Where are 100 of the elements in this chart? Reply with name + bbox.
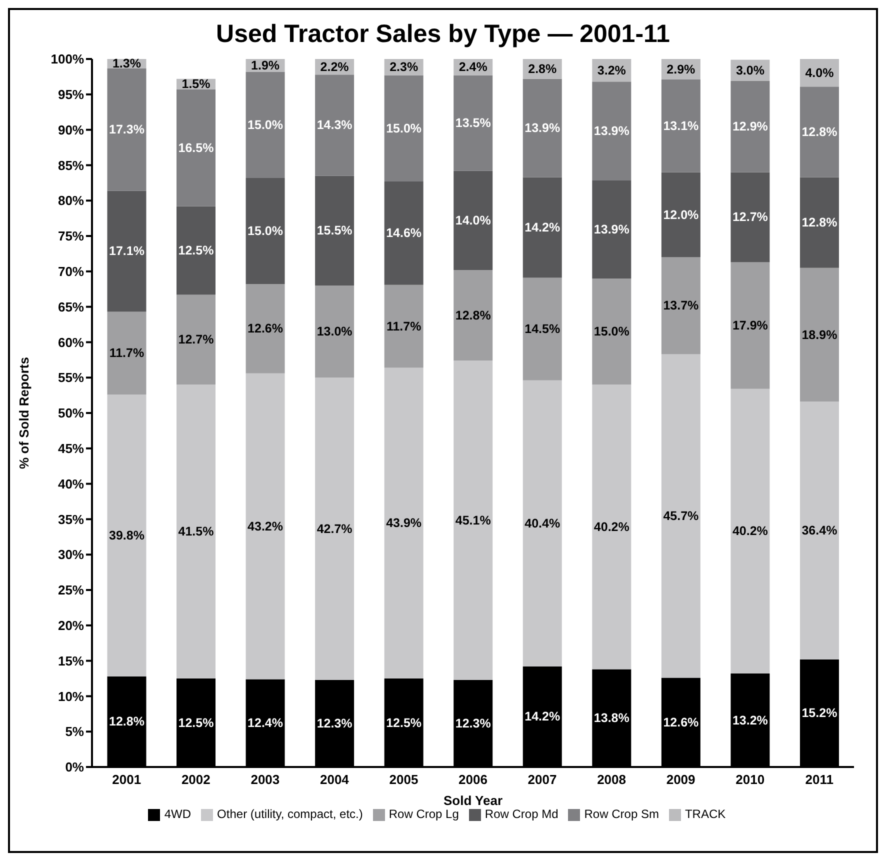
data-label: 12.5% [178,244,214,258]
data-label: 3.0% [736,63,764,78]
bar [454,270,493,361]
legend-label: 4WD [164,807,192,821]
data-label: 2.8% [528,62,557,76]
x-tick-label: 2011 [805,772,834,788]
y-tick-label: 35% [58,512,84,527]
data-label: 14.2% [524,220,560,235]
data-label: 43.9% [386,516,422,530]
x-tick-label: 2007 [528,772,557,788]
bar [315,74,354,176]
bar [384,181,424,285]
bar [384,75,424,182]
data-label: 12.8% [455,308,491,322]
data-label: 12.6% [248,322,284,336]
bar [454,75,493,171]
y-tick-label: 10% [58,688,84,704]
data-label: 12.3% [455,716,491,730]
data-label: 17.1% [109,244,144,258]
y-tick-label: 65% [58,299,84,314]
bar [800,86,839,178]
data-label: 15.5% [316,224,352,238]
y-tick-label: 95% [58,87,84,102]
bar [730,262,770,389]
bar [315,286,354,378]
y-tick-label: 15% [58,653,84,668]
x-axis-title: Sold Year [443,793,503,808]
bar [176,206,216,295]
y-tick-label: 40% [58,476,84,492]
data-label: 45.1% [455,513,491,528]
bar [661,172,700,258]
y-axis-title: % of Sold Reports [16,357,32,469]
data-label: 12.8% [802,216,838,230]
bar [730,172,770,262]
x-tick-label: 2006 [458,772,488,788]
bar [661,354,700,678]
data-label: 15.0% [386,121,422,136]
data-label: 42.7% [316,522,352,536]
data-label: 40.4% [524,516,560,530]
data-label: 16.5% [178,140,214,155]
data-label: 17.3% [109,122,144,136]
data-label: 2.3% [390,60,418,74]
data-label: 2.4% [458,60,488,74]
bar [246,284,285,374]
data-label: 12.5% [386,716,422,730]
data-label: 14.0% [455,213,491,228]
data-label: 45.7% [663,509,699,524]
y-tick-label: 30% [58,547,84,562]
data-label: 15.0% [594,324,630,339]
y-tick-label: 5% [65,724,84,740]
y-tick-label: 20% [58,618,84,634]
y-tick-label: 60% [58,334,84,350]
data-label: 14.5% [524,322,560,336]
x-tick-label: 2010 [736,772,765,788]
bar [592,82,632,180]
data-label: 12.5% [178,716,214,730]
data-label: 13.8% [594,711,630,726]
data-label: 4.0% [805,66,834,80]
legend-label: Row Crop Lg [388,807,459,821]
bar [522,78,562,178]
bar [522,278,562,380]
bar [315,176,354,286]
bar [246,72,285,178]
data-label: 13.9% [594,222,630,236]
bar [800,402,839,660]
data-label: 12.4% [248,716,284,730]
x-tick-label: 2001 [112,772,142,788]
data-label: 18.9% [802,328,838,342]
bar [454,360,493,680]
data-label: 14.6% [386,226,422,240]
x-tick-label: 2009 [666,772,696,788]
data-label: 13.9% [524,121,560,136]
bar [661,80,700,172]
bar [522,380,562,666]
chart-title: Used Tractor Sales by Type — 2001-11 [215,20,671,49]
data-label: 12.7% [178,332,214,347]
x-tick-label: 2005 [389,772,418,788]
data-label: 12.3% [316,716,352,730]
data-label: 17.9% [732,318,768,333]
y-tick-label: 75% [58,228,84,244]
data-label: 1.5% [182,77,210,92]
data-label: 40.2% [732,524,768,538]
data-label: 11.7% [386,319,422,334]
x-tick-label: 2004 [320,772,350,788]
data-label: 12.0% [663,208,699,222]
y-tick-label: 90% [58,122,84,138]
bar [730,388,770,674]
data-label: 13.1% [663,118,699,133]
bar [107,190,146,312]
data-label: 13.2% [732,713,768,728]
bar [384,368,424,678]
data-label: 39.8% [109,528,144,542]
data-label: 1.9% [251,58,280,72]
legend-label: Row Crop Md [484,807,558,821]
data-label: 12.9% [732,120,768,134]
x-tick-label: 2008 [597,772,626,788]
legend-label: Row Crop Sm [584,807,659,821]
data-label: 2.9% [666,62,696,76]
data-label: 36.4% [802,524,838,538]
y-tick-label: 25% [58,582,84,598]
